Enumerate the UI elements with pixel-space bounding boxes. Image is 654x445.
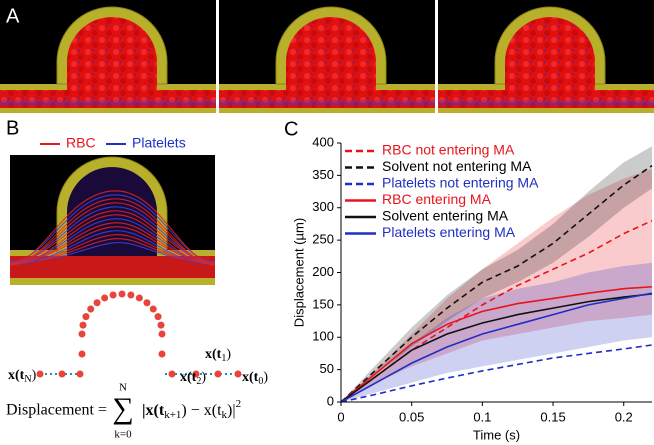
trajectory-point	[235, 371, 242, 378]
y-axis-label: Displacement (µm)	[291, 218, 306, 327]
y-tick-label: 200	[312, 264, 334, 279]
trajectory-point	[101, 294, 108, 301]
legend-label: Platelets	[132, 135, 186, 151]
trajectory-point	[79, 331, 86, 338]
formula-body: |x(tk+1) − x(tk)|2	[142, 398, 241, 421]
trajectory-point	[127, 292, 134, 299]
x-tick-label: 0.05	[399, 409, 424, 424]
trajectory-point	[94, 299, 101, 306]
trajectory-point	[159, 331, 166, 338]
y-tick-label: 150	[312, 296, 334, 311]
trajectory-point	[155, 313, 162, 320]
formula-lower: k=0	[114, 429, 132, 441]
trajectory-point	[169, 371, 176, 378]
formula-upper: N	[119, 382, 127, 394]
x-tick-label: 0.2	[615, 409, 633, 424]
trajectory-point	[215, 371, 222, 378]
x-tick-label: 0	[337, 409, 344, 424]
panel-label: A	[6, 5, 20, 27]
panel-b-image	[10, 155, 215, 285]
trajectory-point	[150, 306, 157, 313]
y-tick-label: 0	[327, 393, 334, 408]
x-axis-label: Time (s)	[473, 427, 520, 442]
legend-label: RBC not entering MA	[382, 142, 515, 158]
panel-label: C	[284, 118, 298, 140]
y-tick-label: 350	[312, 167, 334, 182]
trajectory-point	[136, 294, 143, 301]
figure: A B RBC Platelets x(tN) x(t2) x(t1) x(t0…	[0, 0, 654, 445]
trajectory-point	[87, 306, 94, 313]
point-label: x(tN)	[8, 368, 37, 385]
point-label: x(t1)	[205, 347, 231, 364]
trajectory-point	[77, 371, 84, 378]
y-tick-label: 250	[312, 232, 334, 247]
trajectory-point	[82, 313, 89, 320]
formula-lhs: Displacement =	[6, 402, 107, 419]
legend-label: RBC entering MA	[382, 191, 492, 207]
x-tick-label: 0.15	[540, 409, 565, 424]
formula-sum: ∑	[112, 392, 133, 425]
legend-label: Platelets not entering MA	[382, 175, 539, 191]
y-tick-label: 100	[312, 329, 334, 344]
panel-a-images	[0, 0, 654, 113]
trajectory-point	[79, 351, 86, 358]
trajectory-point	[110, 292, 117, 299]
trajectory-point	[159, 351, 166, 358]
chart: 0 50 100 150 200 250 300 350 400 0 0.05 0.1 0.15 0.2 T…	[291, 134, 652, 442]
legend-label: Platelets entering MA	[382, 224, 516, 240]
trajectory-point	[143, 299, 150, 306]
trajectory-point	[157, 322, 164, 329]
trajectory-diagram	[37, 291, 242, 378]
y-tick-label: 400	[312, 134, 334, 149]
legend-label: Solvent not entering MA	[382, 158, 532, 174]
point-label: x(t2)	[180, 370, 206, 387]
formula: Displacement = ∑ N k=0 |x(tk+1) − x(tk)|…	[6, 382, 241, 441]
x-tick-label: 0.1	[473, 409, 491, 424]
trajectory-point	[37, 371, 44, 378]
point-label: x(t0)	[242, 370, 268, 387]
trajectory-point	[119, 291, 126, 298]
trajectory-point	[59, 371, 66, 378]
legend-label: Solvent entering MA	[382, 208, 509, 224]
y-tick-label: 50	[320, 361, 334, 376]
panel-label: B	[6, 117, 19, 139]
legend-label: RBC	[66, 135, 96, 151]
trajectory-point	[80, 322, 87, 329]
y-tick-label: 300	[312, 199, 334, 214]
